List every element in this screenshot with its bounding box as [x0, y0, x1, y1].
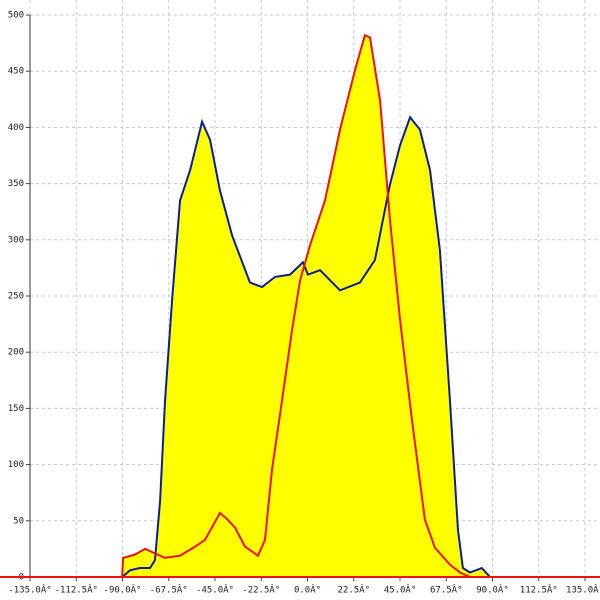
y-tick-label: 500	[8, 11, 24, 21]
x-tick-label: -22.5Â°	[242, 584, 280, 596]
y-tick-label: 200	[8, 348, 24, 358]
y-tick-label: 250	[8, 292, 24, 302]
series-line	[121, 115, 491, 578]
y-tick-label: 450	[8, 67, 24, 77]
x-tick-label: 90.0Â°	[476, 584, 509, 596]
y-tick-label: 100	[8, 460, 24, 470]
y-tick-label: 350	[8, 179, 24, 189]
x-tick-label: 22.5Â°	[337, 584, 370, 596]
y-tick-label: 300	[8, 235, 24, 245]
x-tick-label: 135.0Â°	[566, 584, 600, 596]
x-tick-label: -67.5Â°	[150, 584, 188, 596]
x-tick-label: 45.0Â°	[384, 584, 417, 596]
x-tick-label: -45.0Â°	[196, 584, 234, 596]
y-tick-label: 400	[8, 123, 24, 133]
x-tick-label: 67.5Â°	[430, 584, 463, 596]
x-tick-label: 0.0Â°	[294, 584, 321, 596]
series-line	[121, 33, 471, 578]
x-tick-label: 112.5Â°	[520, 584, 558, 596]
x-tick-label: -112.5Â°	[55, 584, 98, 596]
x-tick-label: -90.0Â°	[104, 584, 142, 596]
y-tick-label: 150	[8, 404, 24, 414]
x-tick-label: -135.0Â°	[8, 584, 51, 596]
y-tick-label: 50	[13, 516, 24, 526]
